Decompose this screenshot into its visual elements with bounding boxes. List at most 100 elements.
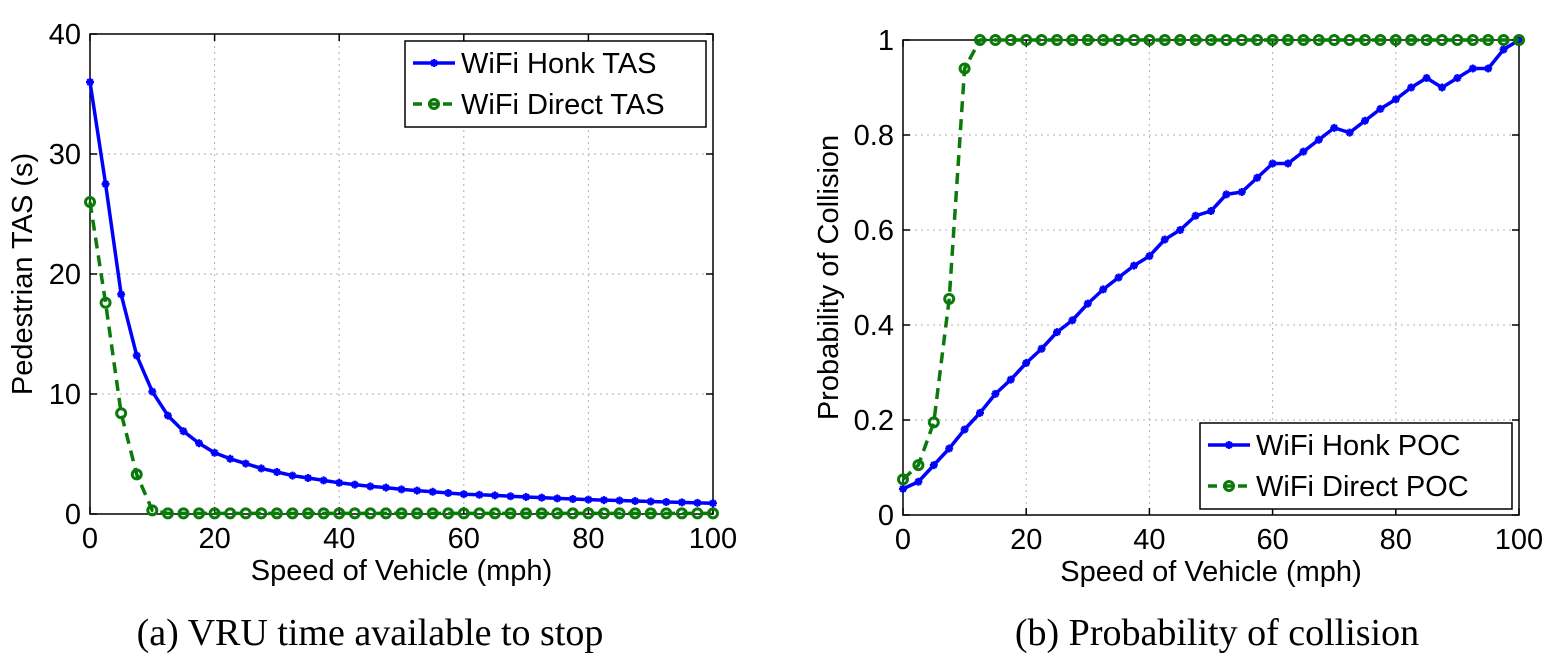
legend-swatch-marker [1223,480,1235,492]
data-point [146,504,159,517]
data-point [566,507,579,520]
data-point [1361,116,1369,125]
data-point [1006,375,1015,384]
data-point [148,387,157,396]
data-point [675,507,688,520]
data-point [535,507,548,520]
data-point [644,507,657,520]
legend-entry-label: WiFi Honk POC [1256,430,1461,462]
data-point [693,498,702,507]
data-point [958,62,971,75]
data-point [629,507,642,520]
data-point [615,496,624,505]
data-point [319,476,328,485]
data-point [927,416,940,429]
data-point [1130,261,1138,270]
x-tick-label: 40 [1133,524,1165,556]
series-1 [84,196,719,520]
data-point [1083,299,1092,308]
data-point [350,480,359,489]
data-point [86,78,94,86]
data-point [1328,34,1341,46]
data-point [1436,34,1448,46]
data-point [1022,359,1031,367]
data-point [130,468,143,481]
data-point [333,507,346,520]
data-point [1297,34,1310,46]
data-point [582,507,595,520]
data-point [1176,226,1185,234]
x-tick-label: 80 [572,523,604,555]
data-point [584,495,593,504]
data-point [193,507,206,520]
data-point [364,507,377,520]
x-tick-label: 60 [448,523,480,555]
data-point [395,507,408,520]
data-point [1251,34,1264,46]
y-tick-label: 0.4 [854,310,894,342]
data-point [411,507,424,520]
data-point [943,292,956,305]
data-point [599,496,608,505]
data-point [1484,64,1493,73]
data-point [613,507,626,520]
data-point [1114,273,1123,282]
data-point [459,490,468,499]
data-point [899,484,907,493]
data-point [1468,64,1477,73]
data-point [1097,34,1110,46]
data-point [520,507,533,520]
data-point [1160,235,1169,244]
data-point [117,290,126,299]
data-point [1282,34,1294,46]
data-point [1158,34,1171,46]
data-point [195,439,204,448]
y-tick-label: 0.8 [854,120,894,152]
data-point [239,507,252,520]
data-point [914,477,923,486]
data-point [475,490,484,499]
data-point [1422,74,1431,82]
data-point [991,389,1000,398]
data-point [1343,34,1356,46]
data-point [379,507,392,520]
data-point [1174,34,1187,46]
data-point [1081,34,1094,46]
data-point [272,468,281,476]
data-point [506,492,515,501]
data-point [1314,135,1323,144]
x-tick-label: 20 [198,523,230,555]
data-point [707,507,719,520]
data-point [428,487,437,496]
data-point [302,507,315,520]
data-point [381,483,390,492]
data-point [568,495,577,503]
y-tick-label: 40 [49,19,81,51]
y-tick-label: 30 [49,139,81,171]
series-0 [899,36,1523,493]
data-point [426,507,439,520]
data-point [1299,147,1308,156]
data-point [1066,34,1079,46]
data-point [161,507,174,520]
data-point [317,507,330,520]
data-point [897,473,909,486]
chart-b-poc: 0 20 40 60 80 100 0 0.2 0.4 0.6 0.8 1 Speed of Vehic… [813,25,1543,654]
data-point [397,485,406,494]
x-tick-label: 80 [1380,524,1412,556]
data-point [1189,34,1202,46]
x-tick-label: 40 [323,523,355,555]
series-line [902,38,1520,491]
data-point [473,507,486,520]
data-point [929,461,938,470]
data-point [1420,34,1433,46]
data-point [1374,34,1387,46]
legend-entry-label: WiFi Honk TAS [461,48,657,80]
data-point [115,407,128,420]
data-point [1128,34,1140,46]
data-point [1451,34,1464,46]
data-point [444,489,453,497]
data-point [1466,34,1479,46]
